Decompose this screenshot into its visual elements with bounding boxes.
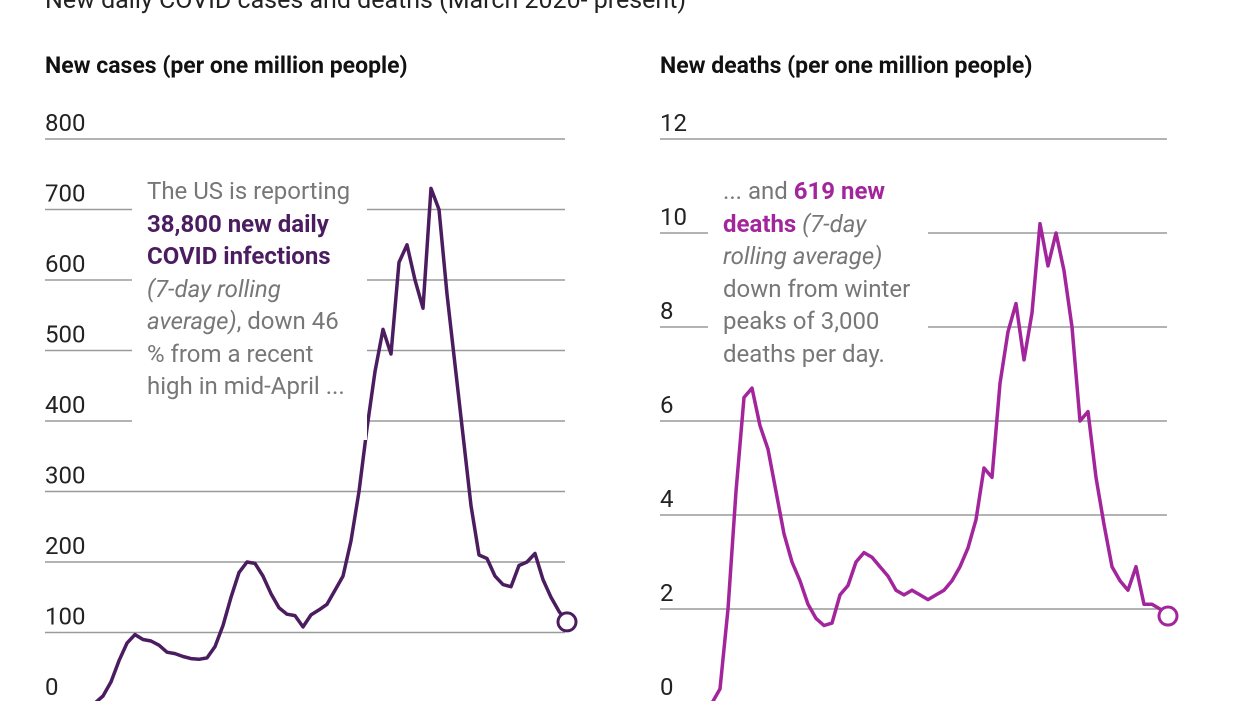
y-tick-label: 800 bbox=[45, 109, 85, 137]
y-tick-label: 100 bbox=[45, 603, 85, 631]
annotation: ... and 619 new deaths (7-day rolling av… bbox=[708, 175, 928, 370]
y-tick-label: 700 bbox=[45, 180, 85, 208]
annotation-text: 619 new deaths bbox=[723, 177, 886, 238]
y-tick-label: 400 bbox=[45, 391, 85, 419]
y-tick-label: 0 bbox=[45, 673, 59, 701]
annotation-text: down from winter peaks of 3,000 deaths p… bbox=[723, 274, 911, 368]
y-tick-label: 12 bbox=[660, 109, 687, 137]
page-title: New daily COVID cases and deaths (March … bbox=[45, 0, 687, 15]
y-tick-label: 6 bbox=[660, 391, 674, 419]
y-tick-label: 0 bbox=[660, 673, 674, 701]
chart-subtitle: New deaths (per one million people) bbox=[660, 52, 1033, 79]
annotation: The US is reporting 38,800 new daily COV… bbox=[132, 175, 367, 440]
end-marker bbox=[1157, 605, 1179, 627]
y-tick-label: 500 bbox=[45, 321, 85, 349]
annotation-text: 38,800 new daily COVID infections bbox=[147, 209, 331, 271]
data-line bbox=[94, 186, 569, 701]
y-tick-label: 10 bbox=[660, 203, 687, 231]
y-tick-label: 300 bbox=[45, 462, 85, 490]
y-tick-label: 200 bbox=[45, 532, 85, 560]
annotation-text: (7-day rolling average) bbox=[723, 209, 883, 271]
annotation-text: ... and bbox=[723, 177, 794, 205]
y-tick-label: 4 bbox=[660, 485, 674, 513]
y-tick-label: 600 bbox=[45, 250, 85, 278]
annotation-text: , down 46 % from a recent high in mid-Ap… bbox=[147, 307, 345, 400]
end-marker bbox=[556, 611, 578, 633]
y-tick-label: 8 bbox=[660, 297, 674, 325]
chart-subtitle: New cases (per one million people) bbox=[45, 52, 408, 79]
y-tick-label: 2 bbox=[660, 579, 674, 607]
annotation-text: The US is reporting bbox=[147, 177, 351, 205]
data-line bbox=[711, 221, 1170, 701]
annotation-text: (7-day rolling average) bbox=[147, 274, 281, 336]
